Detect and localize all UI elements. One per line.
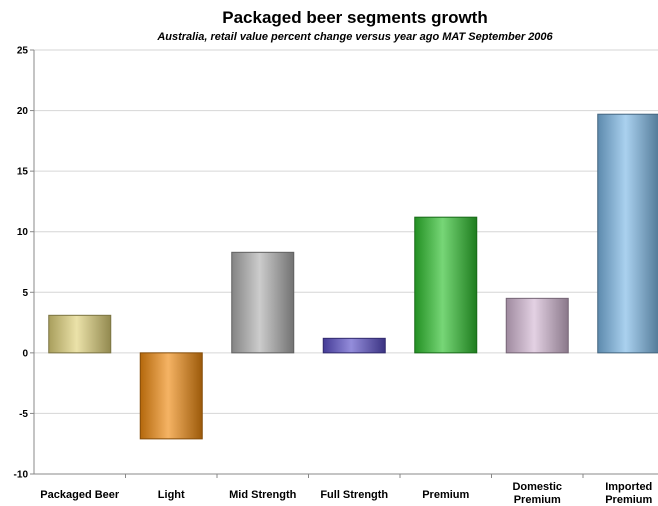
bar-mid-strength bbox=[231, 251, 295, 354]
x-category-label: Full Strength bbox=[320, 489, 388, 501]
bar-packaged-beer bbox=[48, 314, 112, 354]
y-tick-label: -10 bbox=[14, 470, 29, 481]
y-tick-label: 20 bbox=[17, 106, 29, 117]
chart-subtitle: Australia, retail value percent change v… bbox=[157, 31, 553, 43]
x-category-label: Premium bbox=[514, 494, 561, 506]
y-tick-label: 0 bbox=[22, 348, 28, 359]
y-tick-label: 25 bbox=[17, 46, 29, 57]
bar-imported-premium bbox=[597, 113, 658, 354]
x-category-label: Domestic bbox=[512, 481, 562, 493]
bar-domestic-premium bbox=[505, 297, 569, 354]
x-category-label: Packaged Beer bbox=[40, 489, 120, 501]
x-category-label: Mid Strength bbox=[229, 489, 296, 501]
y-tick-label: -5 bbox=[19, 409, 28, 420]
bar-full-strength bbox=[322, 337, 386, 354]
bar-premium bbox=[414, 216, 478, 354]
x-category-label: Premium bbox=[605, 494, 652, 506]
x-category-label: Premium bbox=[422, 489, 469, 501]
y-tick-label: 10 bbox=[17, 227, 29, 238]
y-tick-label: 15 bbox=[17, 167, 29, 178]
x-category-label: Imported bbox=[605, 481, 652, 493]
bar-light bbox=[139, 352, 203, 440]
x-category-label: Light bbox=[158, 489, 185, 501]
y-tick-label: 5 bbox=[22, 288, 28, 299]
chart-title: Packaged beer segments growth bbox=[222, 8, 488, 27]
